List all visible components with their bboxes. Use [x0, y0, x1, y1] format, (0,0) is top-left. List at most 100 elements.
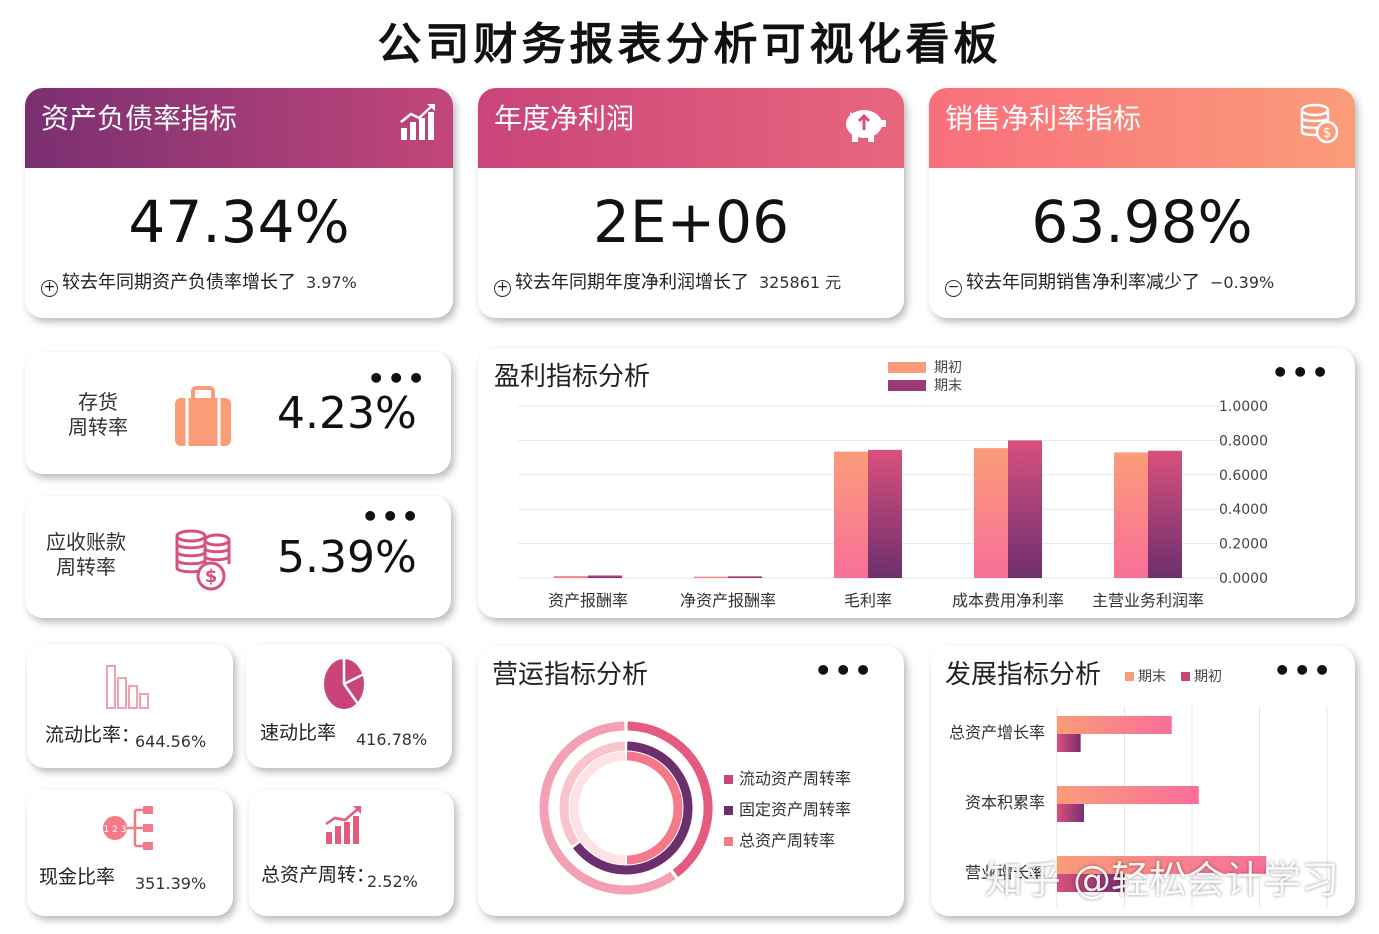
bar-期末 [728, 576, 762, 578]
y-tick-label: 0.0000 [1219, 571, 1268, 587]
y-tick-label: 营业增长率 [965, 863, 1045, 882]
bar-期末 [588, 575, 622, 578]
kpi-note-text: 较去年同期资产负债率增长了 [62, 272, 296, 293]
ratio-value: 351.39% [135, 874, 207, 893]
bar-期初 [1114, 452, 1148, 578]
kpi-header: 销售净利率指标 $ [929, 88, 1355, 168]
kpi-value: 47.34% [128, 188, 350, 256]
operation-analysis-panel: 营运指标分析 ••• 流动资产周转率 固定资产周转率 总资产周转率 [478, 646, 904, 916]
briefcase-icon [173, 384, 233, 452]
kpi-value: 2E+06 [593, 188, 789, 256]
legend-swatch [724, 775, 733, 784]
turnover-label-line1: 存货 [78, 390, 118, 414]
panel-title: 发展指标分析 [945, 660, 1102, 690]
bar-chart-icon [399, 102, 437, 150]
bar-期初 [694, 576, 728, 578]
more-options-button[interactable]: ••• [361, 500, 421, 533]
quick-ratio-card: 速动比率 416.78% [246, 644, 452, 768]
y-tick-label: 总资产增长率 [949, 723, 1045, 742]
ratio-label: 流动比率： [45, 724, 141, 746]
kpi-change-note: − 较去年同期销售净利率减少了 −0.39% [945, 268, 1274, 297]
bars-outline-icon [105, 664, 153, 714]
kpi-card-debt-ratio: 资产负债率指标 47.34% + 较去年同期资产负债率增长了 3.97% [25, 88, 453, 318]
y-tick-label: 1.0000 [1219, 399, 1268, 415]
bar-期初 [1057, 734, 1081, 752]
turnover-value: 4.23% [277, 388, 417, 439]
kpi-note-text: 较去年同期销售净利率减少了 [966, 272, 1200, 293]
ring-segment [572, 741, 693, 875]
current-ratio-card: 流动比率： 644.56% [27, 644, 233, 768]
kpi-note-text: 较去年同期年度净利润增长了 [515, 272, 749, 293]
legend-label: 期初 [1194, 668, 1222, 685]
minus-circle-icon: − [945, 280, 962, 297]
legend-label: 总资产周转率 [739, 831, 835, 850]
more-options-button[interactable]: ••• [367, 362, 427, 395]
bar-期末 [1057, 716, 1172, 734]
svg-text:$: $ [205, 566, 218, 587]
y-tick-label: 资本积累率 [965, 793, 1045, 812]
flow-diagram-icon: 1 2 3 [101, 804, 157, 856]
kpi-title: 销售净利率指标 [945, 102, 1142, 135]
kpi-change-note: + 较去年同期资产负债率增长了 3.97% [41, 268, 357, 297]
kpi-change-value: 325861 元 [759, 273, 842, 292]
ring-segment [539, 721, 676, 895]
watermark: 知乎 @轻松会计学习 [984, 858, 1339, 902]
legend-swatch [724, 837, 733, 846]
ratio-label: 现金比率 [39, 866, 116, 888]
inventory-turnover-card: 存货 周转率 4.23% ••• [25, 352, 451, 474]
x-tick-label: 成本费用净利率 [952, 591, 1064, 610]
page-title: 公司财务报表分析可视化看板 [377, 19, 1002, 70]
pie-icon [322, 658, 366, 714]
ring-segment [569, 751, 626, 865]
legend-label: 流动资产周转率 [739, 769, 851, 788]
bar-期末 [1008, 440, 1042, 578]
y-tick-label: 0.4000 [1219, 502, 1268, 518]
kpi-header: 年度净利润 [478, 88, 904, 168]
ratio-label: 速动比率 [260, 722, 337, 744]
y-tick-label: 0.6000 [1219, 468, 1268, 484]
legend-label: 期末 [1138, 669, 1166, 685]
legend-swatch [888, 380, 926, 391]
kpi-title: 年度净利润 [494, 102, 635, 135]
kpi-header: 资产负债率指标 [25, 88, 453, 168]
legend-swatch [724, 806, 733, 815]
kpi-change-note: + 较去年同期年度净利润增长了 325861 元 [494, 268, 842, 297]
ratio-label: 总资产周转： [261, 864, 376, 886]
coins-icon: $ [1299, 102, 1339, 152]
legend-swatch [1125, 672, 1134, 681]
bar-期末 [1057, 856, 1267, 874]
legend-label: 期初 [934, 359, 962, 376]
svg-text:1 2 3: 1 2 3 [104, 825, 127, 835]
bar-期初 [834, 451, 868, 578]
legend-swatch [1181, 672, 1190, 681]
turnover-label: 应收账款 周转率 [31, 530, 141, 580]
cash-ratio-card: 1 2 3 现金比率 351.39% [27, 790, 233, 916]
turnover-label: 存货 周转率 [43, 390, 153, 440]
ring-segment [627, 721, 713, 877]
growth-chart-icon [323, 804, 365, 850]
kpi-value: 63.98% [1031, 188, 1253, 256]
panel-title: 盈利指标分析 [494, 362, 651, 392]
kpi-title: 资产负债率指标 [41, 102, 238, 135]
profit-bar-chart: 0.0000 0.2000 0.4000 0.6000 0.8000 1.0000 资产报酬… [518, 359, 1268, 610]
legend-label: 期末 [934, 378, 962, 394]
ratio-value: 2.52% [367, 872, 418, 891]
ring-segment [559, 741, 625, 846]
turnover-label-line2: 周转率 [68, 415, 128, 439]
receivable-turnover-card: 应收账款 周转率 $ 5.39% ••• [25, 496, 451, 618]
bar-期末 [1057, 786, 1199, 804]
panel-title: 营运指标分析 [492, 660, 649, 690]
x-tick-label: 净资产报酬率 [680, 591, 776, 610]
kpi-change-value: 3.97% [306, 273, 357, 292]
turnover-label-line2: 周转率 [56, 555, 116, 579]
x-tick-label: 主营业务利润率 [1092, 591, 1204, 610]
bar-期初 [974, 448, 1008, 578]
total-asset-turnover-card: 总资产周转： 2.52% [249, 790, 454, 916]
turnover-label-line1: 应收账款 [46, 530, 126, 554]
svg-text:$: $ [1323, 125, 1332, 141]
x-tick-label: 资产报酬率 [548, 591, 628, 610]
turnover-value: 5.39% [277, 532, 417, 583]
